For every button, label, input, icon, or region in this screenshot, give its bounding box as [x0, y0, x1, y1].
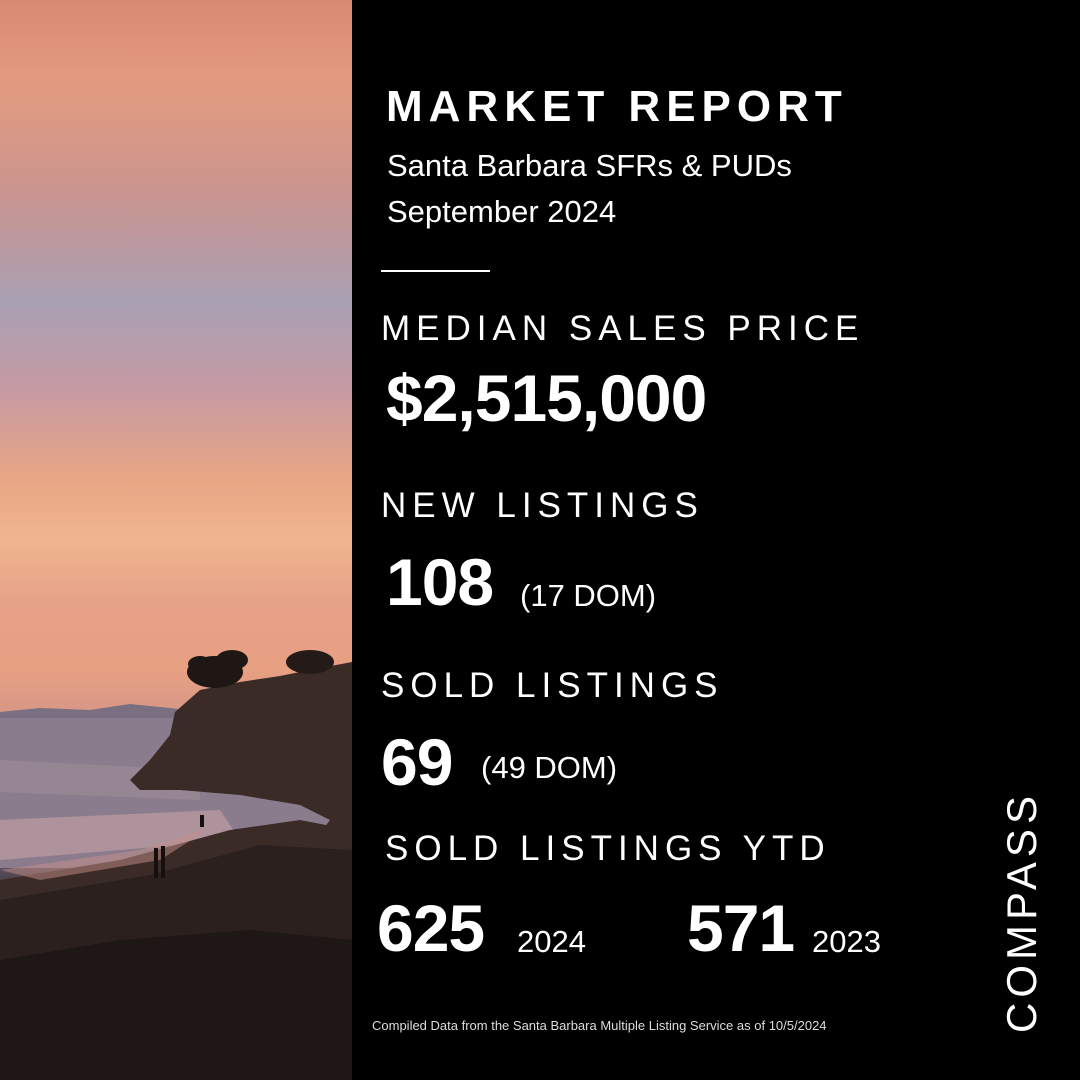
ytd-prior-year: 2023 — [812, 924, 881, 959]
sold-listings-label: SOLD LISTINGS — [381, 666, 724, 705]
new-listings-value: 108 — [386, 545, 494, 619]
compass-logo: COMPASS — [998, 791, 1045, 1033]
report-title: MARKET REPORT — [386, 82, 848, 131]
new-listings-label: NEW LISTINGS — [381, 486, 704, 525]
median-sales-price-value: $2,515,000 — [386, 361, 707, 435]
source-note: Compiled Data from the Santa Barbara Mul… — [372, 1018, 827, 1033]
sunset-beach-photo — [0, 0, 352, 1080]
report-subtitle-month: September 2024 — [387, 194, 617, 229]
sold-listings-value: 69 — [381, 725, 453, 799]
sold-listings-dom: (49 DOM) — [481, 750, 618, 785]
divider — [381, 270, 490, 272]
median-sales-price-label: MEDIAN SALES PRICE — [381, 309, 865, 348]
ytd-current-value: 625 — [377, 891, 485, 965]
report-panel — [352, 0, 1080, 1080]
sold-listings-ytd-label: SOLD LISTINGS YTD — [385, 829, 831, 868]
sunset-beach-illustration — [0, 650, 352, 1080]
ytd-current-year: 2024 — [517, 924, 586, 959]
report-subtitle-region: Santa Barbara SFRs & PUDs — [387, 148, 792, 183]
new-listings-dom: (17 DOM) — [520, 578, 657, 613]
ytd-prior-value: 571 — [687, 891, 795, 965]
